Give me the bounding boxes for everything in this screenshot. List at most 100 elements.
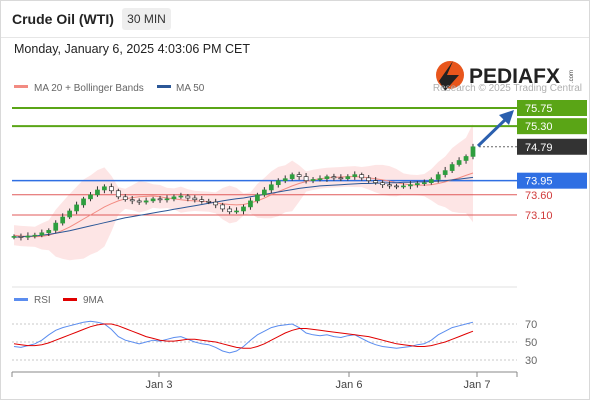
level-label-box xyxy=(517,138,587,155)
legend-label-ma20: MA 20 + Bollinger Bands xyxy=(34,83,144,94)
x-axis-label: Jan 3 xyxy=(146,379,173,391)
main-legend: MA 20 + Bollinger Bands MA 50 xyxy=(14,83,205,94)
candle xyxy=(310,177,316,184)
candle-body xyxy=(289,174,295,179)
level-label-75-75: 75.75 xyxy=(517,100,587,116)
x-axis-label: Jan 7 xyxy=(464,379,491,391)
level-label-74-79: 74.79 xyxy=(517,138,587,155)
candle-body xyxy=(60,216,66,224)
candle xyxy=(241,204,246,215)
candlesticks xyxy=(11,143,476,241)
candle xyxy=(67,208,72,220)
x-axis-label: Jan 6 xyxy=(336,379,363,391)
candle-body xyxy=(157,198,163,201)
candle xyxy=(74,201,79,215)
candle-body xyxy=(129,199,135,202)
candle-body xyxy=(428,179,434,183)
timeframe-button[interactable]: 30 MIN xyxy=(122,8,171,30)
legend-swatch-ma50 xyxy=(157,85,171,88)
candle xyxy=(324,174,330,182)
arrow-shaft xyxy=(476,116,509,148)
candle xyxy=(262,187,267,197)
candle xyxy=(352,171,358,180)
level-label-text: 73.10 xyxy=(525,210,553,222)
rsi-9ma-line xyxy=(13,323,474,349)
logo-bolt xyxy=(439,61,459,91)
level-labels: 75.75 75.30 74.79 73.95 73.60 73.10 xyxy=(517,100,587,222)
candle-body xyxy=(345,176,351,179)
pediafx-logo: PEDIAFX .com xyxy=(436,61,575,91)
candle xyxy=(338,174,344,182)
candle-body xyxy=(74,204,79,212)
candle-body xyxy=(359,174,365,179)
level-label-box xyxy=(517,118,587,135)
projection-arrow xyxy=(476,110,514,148)
candle xyxy=(449,162,455,174)
level-label-box xyxy=(517,100,587,116)
copyright-text: Research © 2025 Trading Central xyxy=(433,83,582,94)
candle xyxy=(442,166,448,178)
candle-body xyxy=(456,160,462,165)
candle-body xyxy=(192,197,198,200)
logo-text: PEDIAFX xyxy=(469,65,560,88)
candle-body xyxy=(185,195,191,199)
candle xyxy=(136,198,142,205)
level-label-text: 73.60 xyxy=(525,190,553,202)
candle xyxy=(317,175,323,182)
candle-body xyxy=(46,230,52,234)
rsi-line xyxy=(13,320,474,354)
candle xyxy=(81,196,86,208)
candle xyxy=(150,196,156,203)
candle-body xyxy=(39,232,45,236)
candle xyxy=(192,195,198,203)
candle xyxy=(178,192,184,199)
legend-label-rsi: RSI xyxy=(34,295,51,306)
candle-body xyxy=(213,201,219,206)
candle-body xyxy=(331,176,337,179)
candle-body xyxy=(234,210,239,213)
candle-body xyxy=(178,195,184,198)
candle xyxy=(206,198,212,205)
candle-body xyxy=(67,210,72,218)
candle xyxy=(32,232,38,239)
candle-body xyxy=(296,174,302,177)
candle-body xyxy=(11,236,17,238)
candle-body xyxy=(262,189,267,196)
level-label-73-10: 73.10 xyxy=(525,210,553,222)
level-label-text: 73.95 xyxy=(525,176,553,188)
candle xyxy=(463,154,469,164)
candle xyxy=(394,183,399,190)
candle-body xyxy=(164,198,170,201)
candle xyxy=(129,196,135,205)
candle-body xyxy=(338,177,344,180)
rsi-level-label-30: 30 xyxy=(525,355,537,367)
candle xyxy=(109,183,114,194)
candle-body xyxy=(102,186,107,191)
candle xyxy=(282,175,288,184)
candle xyxy=(46,228,52,236)
rsi-level-label-50: 50 xyxy=(525,337,537,349)
candle-body xyxy=(324,176,330,179)
candle xyxy=(387,181,392,189)
candle xyxy=(373,177,378,185)
candle-body xyxy=(136,200,142,203)
candle xyxy=(25,232,31,241)
candle xyxy=(289,172,295,181)
legend-swatch-9ma xyxy=(63,298,77,301)
candle xyxy=(255,192,260,204)
instrument-title: Crude Oil (WTI) xyxy=(12,11,114,27)
candle-body xyxy=(380,182,385,186)
logo-suffix: .com xyxy=(569,70,575,83)
rsi-panel: 70 50 30 xyxy=(12,319,537,367)
candle-body xyxy=(53,222,59,231)
candle-body xyxy=(122,196,128,200)
candle xyxy=(122,194,128,202)
candle-body xyxy=(143,200,149,203)
candle-body xyxy=(255,194,260,202)
candle xyxy=(366,175,372,184)
candle-body xyxy=(317,178,323,180)
candle-body xyxy=(150,198,156,202)
level-label-text: 75.30 xyxy=(525,121,553,133)
x-axis: Jan 3 Jan 6 Jan 7 xyxy=(11,372,518,391)
